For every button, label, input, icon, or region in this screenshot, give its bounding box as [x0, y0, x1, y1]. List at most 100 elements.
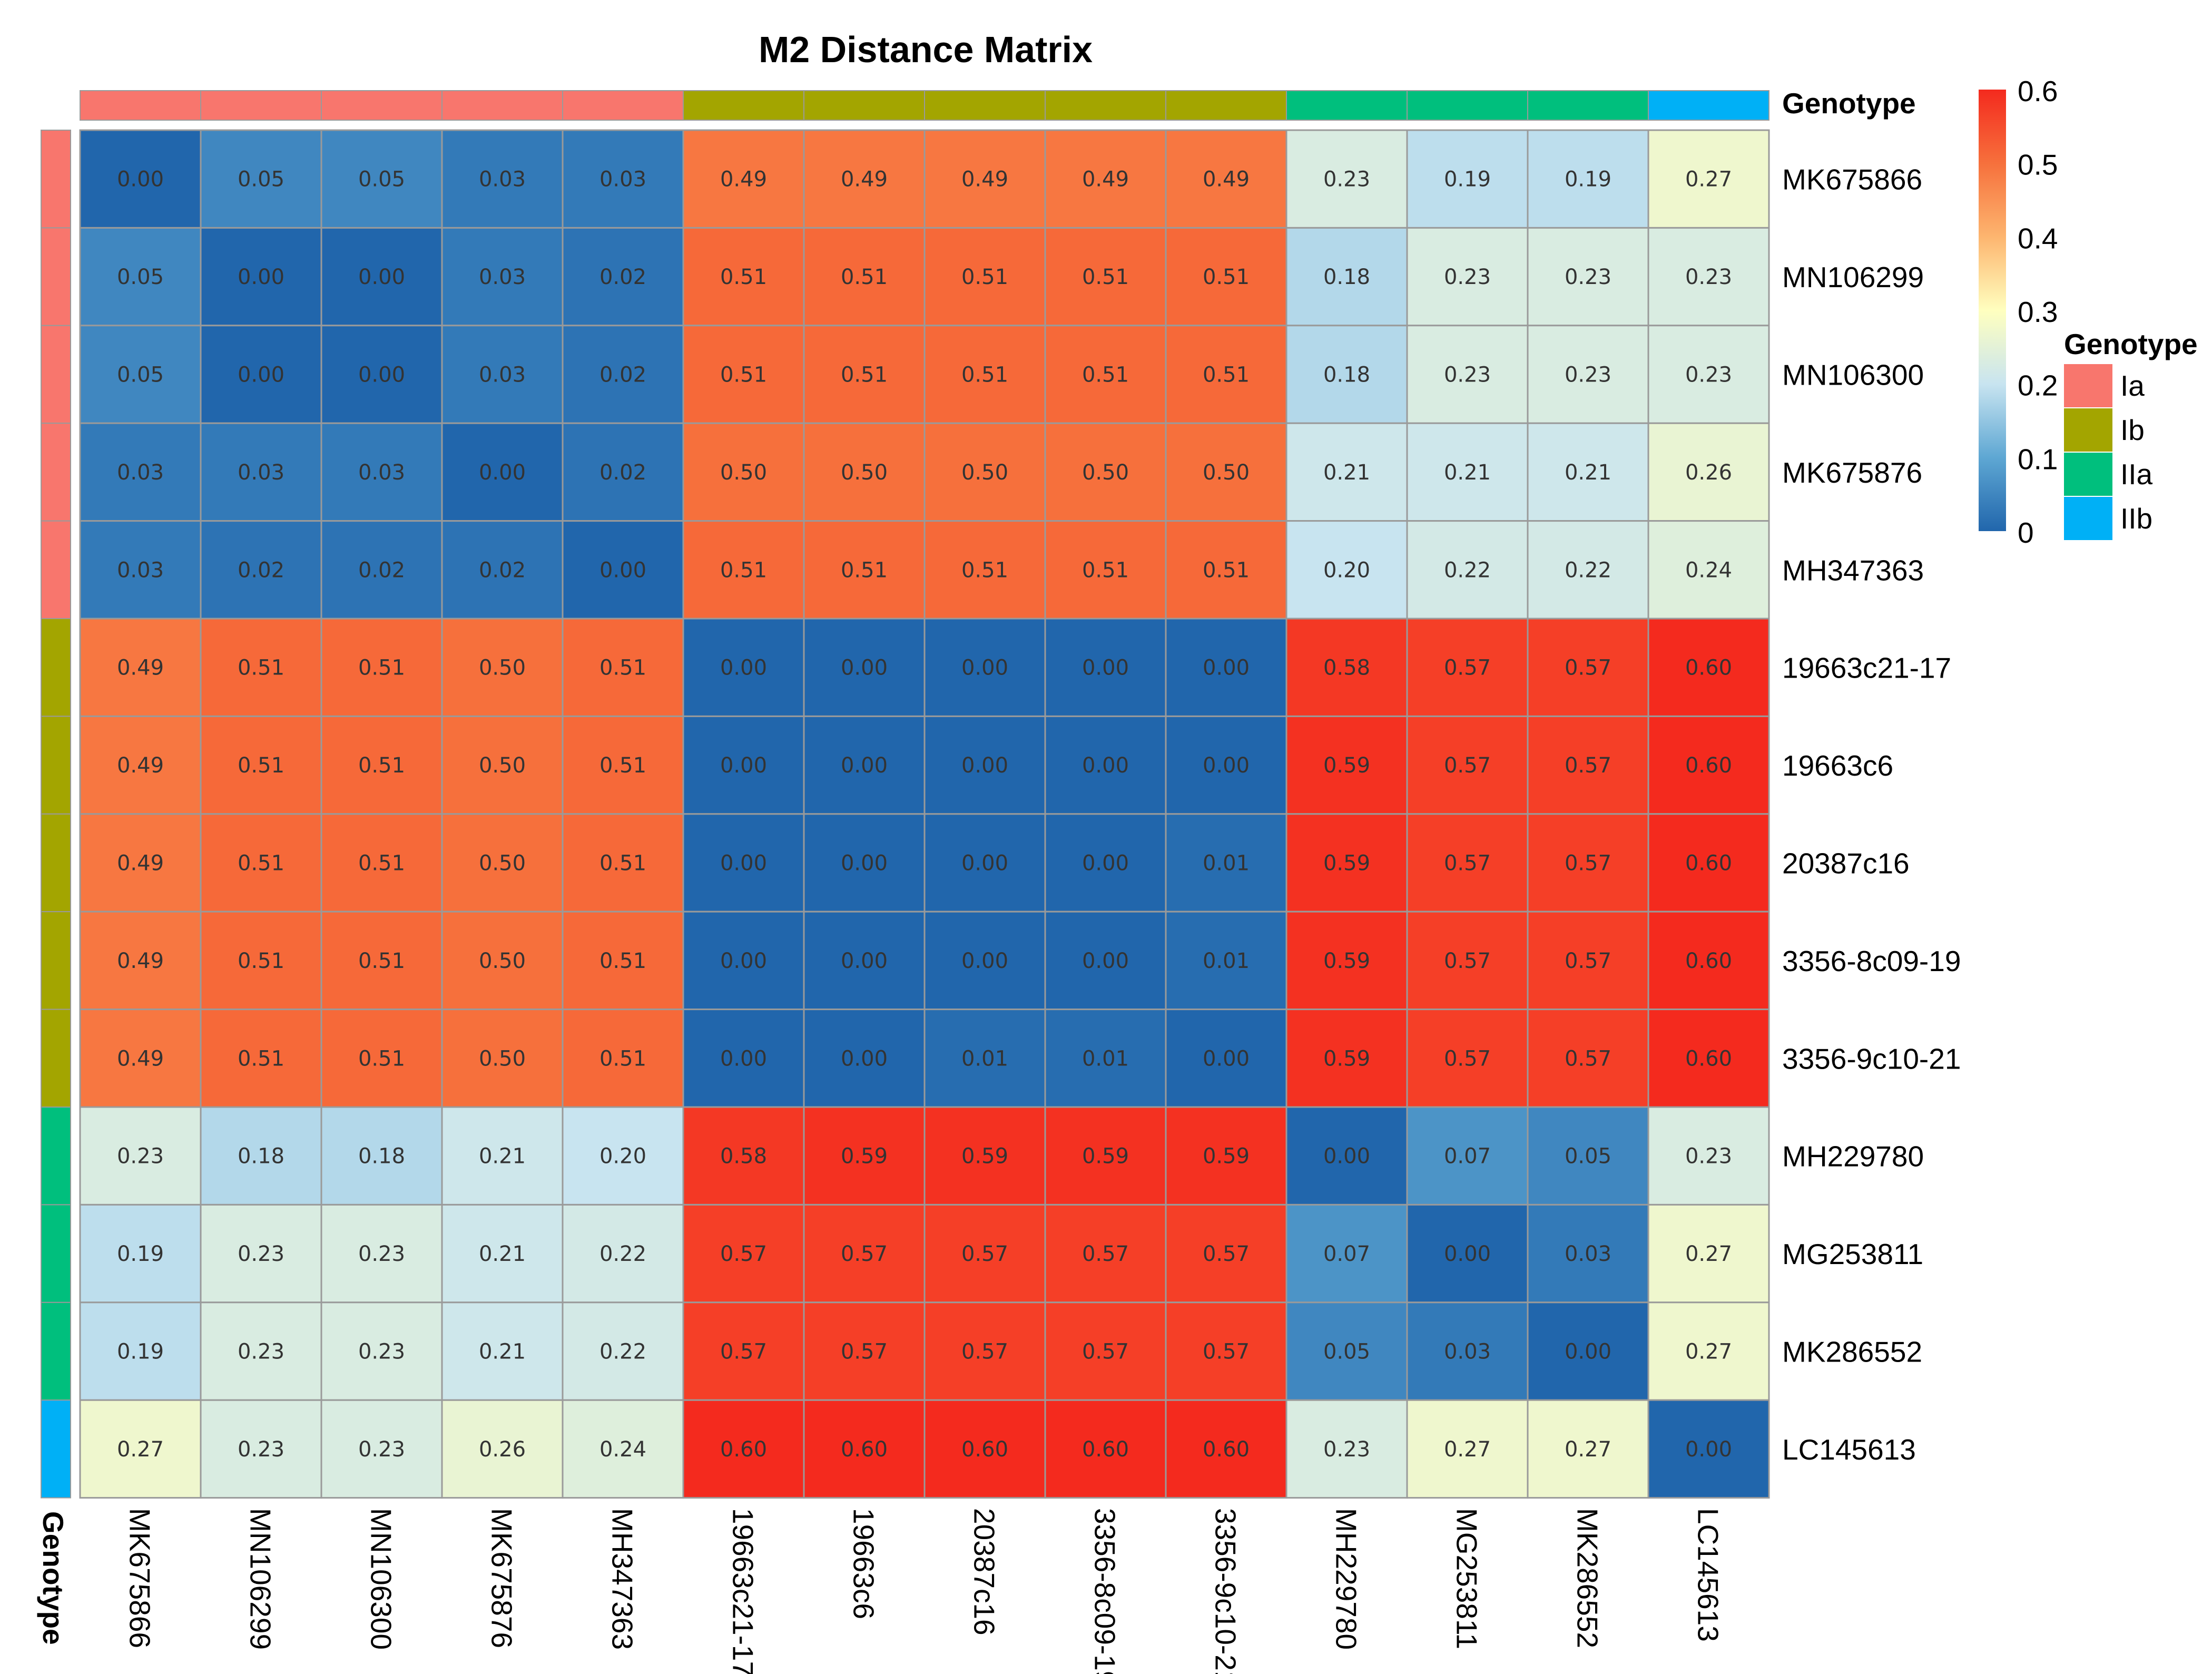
cell-value-label: 0.07 — [1444, 1144, 1491, 1169]
cell-value-label: 0.05 — [358, 168, 405, 192]
heatmap-cell — [1044, 911, 1167, 1011]
heatmap-cell — [320, 422, 443, 522]
cell-value-label: 0.03 — [358, 461, 405, 485]
row-label: 19663c6 — [1782, 749, 1893, 782]
cell-value-label: 0.23 — [1565, 363, 1611, 387]
heatmap-cell — [682, 1203, 805, 1304]
heatmap-cell — [803, 422, 926, 522]
cell-value-label: 0.22 — [1444, 558, 1491, 582]
cell-value-label: 0.49 — [117, 656, 164, 680]
cell-value-label: 0.00 — [479, 461, 526, 485]
cell-value-label: 0.00 — [720, 656, 767, 680]
cell-value-label: 0.23 — [1323, 1437, 1370, 1462]
row-label: MH229780 — [1782, 1140, 1924, 1173]
cell-value-label: 0.26 — [479, 1437, 526, 1462]
heatmap-cell — [1647, 129, 1770, 229]
cell-value-label: 0.57 — [1444, 753, 1491, 778]
cell-value-label: 0.00 — [720, 949, 767, 973]
heatmap-cell — [803, 715, 926, 815]
heatmap-cell — [320, 715, 443, 815]
left-annotation-cell — [41, 520, 71, 619]
heatmap-cell — [1285, 911, 1408, 1011]
cell-value-label: 0.57 — [1565, 656, 1611, 680]
heatmap-cell — [562, 618, 684, 717]
cell-value-label: 0.50 — [479, 753, 526, 778]
cell-value-label: 0.51 — [720, 558, 767, 582]
heatmap-cell — [79, 325, 202, 424]
top-annotation-cell — [200, 90, 322, 121]
cell-value-label: 0.57 — [1565, 1046, 1611, 1071]
left-genotype-annotation — [41, 130, 71, 1499]
heatmap-cell — [79, 1399, 202, 1499]
cell-value-label: 0.51 — [1082, 265, 1129, 289]
heatmap-cell — [79, 813, 202, 913]
cell-value-label: 0.51 — [358, 656, 405, 680]
heatmap-cell — [803, 1106, 926, 1206]
row-label: MN106300 — [1782, 359, 1924, 391]
cell-value-label: 0.50 — [479, 1046, 526, 1071]
heatmap-cell — [1406, 1203, 1529, 1304]
cell-value-label: 0.57 — [961, 1242, 1008, 1266]
heatmap-cell — [682, 227, 805, 327]
cell-value-label: 0.05 — [1323, 1340, 1370, 1364]
heatmap-cell — [1647, 715, 1770, 815]
heatmap-cell — [923, 1399, 1046, 1499]
left-annotation-cell — [41, 618, 71, 717]
row-label: MK286552 — [1782, 1336, 1922, 1368]
cell-value-label: 0.23 — [358, 1242, 405, 1266]
cell-value-label: 0.27 — [1685, 1340, 1732, 1364]
cell-value-label: 0.07 — [1323, 1242, 1370, 1266]
row-label: 3356-9c10-21 — [1782, 1042, 1961, 1075]
top-annotation-cell — [803, 90, 925, 121]
heatmap-cell — [682, 813, 805, 913]
legend-label: IIb — [2120, 502, 2152, 535]
cell-value-label: 0.02 — [238, 558, 284, 582]
cell-value-label: 0.00 — [599, 558, 646, 582]
cell-value-label: 0.19 — [1444, 168, 1491, 192]
heatmap-cell — [562, 715, 684, 815]
cell-value-label: 0.03 — [117, 461, 164, 485]
heatmap-cell — [441, 813, 564, 913]
cell-value-label: 0.60 — [1685, 1046, 1732, 1071]
heatmap-cell — [1285, 325, 1408, 424]
top-annotation-cell — [1286, 90, 1408, 121]
heatmap-cell — [562, 813, 684, 913]
row-label: MK675866 — [1782, 163, 1922, 196]
cell-value-label: 0.60 — [1685, 656, 1732, 680]
cell-value-label: 0.18 — [1323, 363, 1370, 387]
cell-value-label: 0.51 — [238, 1046, 284, 1071]
cell-value-label: 0.02 — [599, 363, 646, 387]
heatmap-cell — [1285, 422, 1408, 522]
cell-value-label: 0.51 — [1203, 558, 1250, 582]
row-label: MG253811 — [1782, 1238, 1923, 1270]
cell-value-label: 0.02 — [599, 265, 646, 289]
column-label: MN106300 — [365, 1508, 398, 1650]
cell-value-label: 0.21 — [479, 1340, 526, 1364]
cell-value-label: 0.57 — [1082, 1340, 1129, 1364]
left-annotation-cell — [41, 227, 71, 326]
cell-value-label: 0.23 — [1444, 265, 1491, 289]
cell-value-label: 0.21 — [1323, 461, 1370, 485]
cell-value-label: 0.57 — [720, 1242, 767, 1266]
cell-value-label: 0.59 — [1203, 1144, 1250, 1169]
row-labels: MK675866 MN106299 MN106300 MK675876 MH347363… — [1782, 163, 1961, 1466]
cell-value-label: 0.50 — [479, 656, 526, 680]
heatmap-cell — [803, 1399, 926, 1499]
heatmap-cell — [1044, 1399, 1167, 1499]
left-annotation-cell — [41, 813, 71, 913]
cell-value-label: 0.00 — [841, 656, 888, 680]
heatmap-cell — [1527, 227, 1649, 327]
cell-value-label: 0.51 — [599, 1046, 646, 1071]
cell-value-label: 0.00 — [1203, 1046, 1250, 1071]
cell-value-label: 0.23 — [358, 1437, 405, 1462]
cell-value-label: 0.49 — [1082, 168, 1129, 192]
heatmap-cell — [1044, 1106, 1167, 1206]
heatmap-cell — [1165, 715, 1287, 815]
legend-label: Ib — [2120, 414, 2145, 446]
legend-swatch — [2064, 408, 2112, 452]
cell-value-label: 0.49 — [117, 949, 164, 973]
heatmap-cell — [562, 1009, 684, 1108]
heatmap-cell — [1044, 1301, 1167, 1401]
cell-value-label: 0.49 — [720, 168, 767, 192]
cell-value-label: 0.21 — [479, 1242, 526, 1266]
